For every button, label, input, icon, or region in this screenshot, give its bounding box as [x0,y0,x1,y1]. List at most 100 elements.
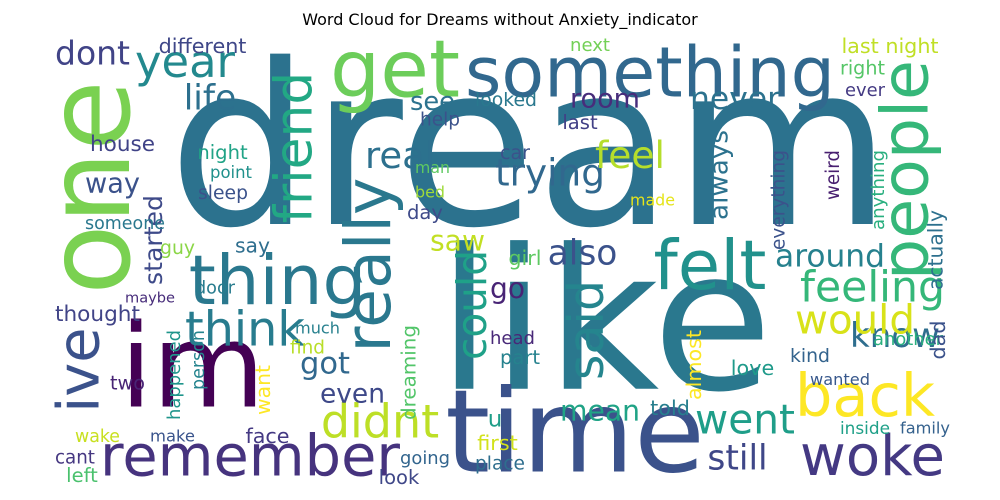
word-really: really [331,178,405,353]
word-happened: happened [164,330,185,420]
word-thought: thought [55,302,140,327]
word-look: look [379,466,420,489]
word-wanted: wanted [810,370,870,389]
word-two: two [110,372,145,395]
word-actually: actually [924,210,948,290]
word-year: year [135,35,236,88]
word-another: another [873,329,944,350]
word-wake: wake [75,427,120,447]
word-almost: almost [682,330,706,400]
word-someone: someone [85,214,165,234]
word-dreaming: dreaming [398,325,421,420]
word-help: help [420,110,460,131]
word-head: head [490,328,535,349]
word-ive: ive [46,327,113,412]
word-always: always [705,130,735,220]
word-face: face [245,424,289,448]
word-even: even [320,379,385,410]
word-going: going [400,448,450,469]
word-woke: woke [800,424,945,489]
word-feel: feel [595,133,665,177]
word-went: went [695,396,795,444]
word-room: room [570,84,640,115]
word-way: way [85,169,140,200]
word-time: time [445,366,705,500]
word-life: life [184,79,237,119]
word-know: know [850,316,940,356]
word-part: part [500,346,540,369]
word-want: want [251,365,275,415]
word-last-night: last night [841,34,938,58]
word-say: say [235,234,270,258]
word-left: left [66,464,98,487]
word-like: like [437,209,772,436]
word-trying: trying [495,151,605,195]
word-last: last [562,111,598,134]
word-bed: bed [415,183,445,202]
word-ever: ever [845,80,886,101]
word-next: next [570,35,610,56]
word-guy: guy [160,238,195,259]
word-everything: everything [769,150,790,250]
word-house: house [90,132,155,157]
word-dream: dream [168,16,891,277]
word-inside: inside [840,418,890,438]
word-cant: cant [55,448,95,469]
word-much: much [295,319,340,338]
word-get: get [330,23,460,115]
word-think: think [185,303,305,358]
word-dad: dad [926,321,950,360]
word-around: around [775,239,885,275]
word-back: back [795,361,935,430]
word-maybe: maybe [125,290,175,307]
word-one: one [23,80,157,295]
word-go: go [490,272,525,305]
word-started: started [139,195,168,285]
word-could: could [448,250,496,360]
word-weird: weird [823,150,844,200]
word-man: man [415,158,450,177]
word-anything: anything [868,150,889,230]
word-find: find [290,338,325,359]
word-mean: mean [560,395,640,428]
word-place: place [475,454,525,475]
word-feeling: feeling [800,263,945,313]
word-something: something [465,33,835,114]
word-girl: girl [508,246,541,270]
word-felt: felt [654,226,767,306]
word-real: real [365,134,435,177]
word-kind: kind [790,346,830,367]
word-remember: remember [100,423,400,490]
word-looked: looked [475,90,537,111]
word-first: first [477,431,517,455]
word-night: night [197,141,248,164]
word-also: also [548,234,618,274]
word-told: told [650,396,690,420]
word-people: people [869,60,944,280]
word-door: door [195,279,236,299]
word-never: never [690,81,780,117]
chart-title: Word Cloud for Dreams without Anxiety_in… [302,10,698,29]
word-see: see [410,87,455,117]
word-car: car [500,142,530,164]
word-sleep: sleep [198,183,248,204]
word-right: right [840,57,885,80]
word-made: made [630,191,675,210]
word-dont: dont [55,34,130,73]
word-im: im [120,301,265,435]
word-make: make [150,427,195,446]
word-saw: saw [430,225,485,258]
word-would: would [795,297,915,344]
word-love: love [731,356,774,380]
word-didnt: didnt [321,395,439,449]
word-person: person [189,330,209,390]
word-point: point [210,163,253,182]
word-said: said [558,280,615,380]
word-got: got [300,347,350,382]
word-family: family [900,419,950,438]
word-day: day [407,201,443,224]
word-friend: friend [265,72,325,223]
word-thing: thing [189,241,367,321]
word-still: still [707,439,767,479]
